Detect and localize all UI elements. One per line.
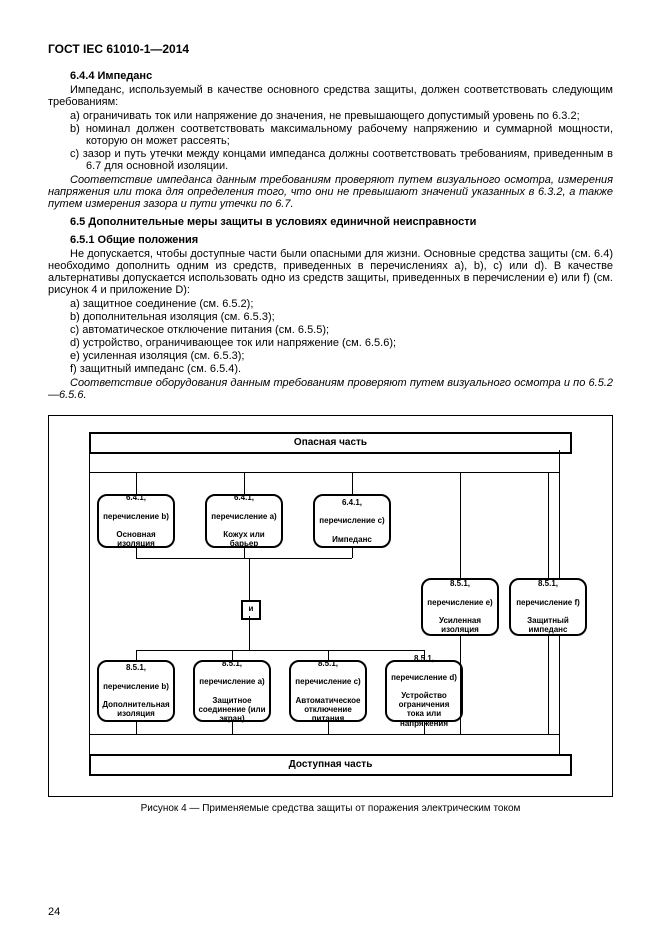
figure-4-diagram: Опасная часть Доступная часть 6.4.1,перечи… [59, 432, 602, 778]
list-item-b: b) номинал должен соответствовать максим… [48, 123, 613, 147]
connector-line [328, 722, 329, 734]
list-item-b: b) дополнительная изоляция (см. 6.5.3); [48, 311, 613, 323]
connector-line [136, 722, 137, 734]
row2-node: 8.5.1,перечисление e)Усиленная изоляция [421, 578, 499, 636]
row1-node: 6.4.1,перечисление a)Кожух или барьер [205, 494, 283, 548]
row3-node: 8.5.1,перечисление c)Автоматическое откл… [289, 660, 367, 722]
row1-node: 6.4.1,перечисление b)Основная изоляция [97, 494, 175, 548]
accessible-band: Доступная часть [89, 754, 572, 776]
row3-node: 8.5.1,перечисление a)Защитное соединение… [193, 660, 271, 722]
connector-line [548, 472, 549, 578]
connector-line [249, 558, 250, 600]
row1-node: 6.4.1,перечисление c)Импеданс [313, 494, 391, 548]
section-6-5-title: 6.5 Дополнительные меры защиты в условия… [48, 216, 613, 228]
conformance-note: Соответствие оборудования данным требова… [48, 377, 613, 401]
connector-line [460, 472, 461, 578]
list-item-a: a) защитное соединение (см. 6.5.2); [48, 298, 613, 310]
connector-line [89, 450, 90, 754]
list-item-a: a) ограничивать ток или напряжение до зн… [48, 110, 613, 122]
connector-line [548, 636, 549, 734]
page-number: 24 [48, 906, 60, 918]
connector-line [249, 616, 250, 650]
connector-line [89, 734, 559, 735]
connector-line [136, 472, 137, 494]
paragraph: Импеданс, используемый в качестве основн… [48, 84, 613, 108]
row2-node: 8.5.1,перечисление f)Защитный импеданс [509, 578, 587, 636]
figure-4-frame: Опасная часть Доступная часть 6.4.1,перечи… [48, 415, 613, 797]
connector-line [424, 722, 425, 734]
list-item-c: c) зазор и путь утечки между концами имп… [48, 148, 613, 172]
connector-line [460, 636, 461, 734]
row3-node: 8.5.1,перечисление b)Дополнительная изол… [97, 660, 175, 722]
conformance-note: Соответствие импеданса данным требования… [48, 174, 613, 210]
section-6-4-4-title: 6.4.4 Импеданс [48, 70, 613, 82]
connector-line [352, 472, 353, 494]
connector-line [244, 548, 245, 558]
connector-line [136, 650, 424, 651]
connector-line [89, 472, 559, 473]
figure-caption: Рисунок 4 — Применяемые средства защиты … [48, 803, 613, 814]
list-item-e: e) усиленная изоляция (см. 6.5.3); [48, 350, 613, 362]
document-header: ГОСТ IEC 61010-1—2014 [48, 42, 613, 56]
connector-line [244, 472, 245, 494]
list-item-c: c) автоматическое отключение питания (см… [48, 324, 613, 336]
row3-node: 8.5.1,перечисление d)Устройство ограниче… [385, 660, 463, 722]
hazard-band: Опасная часть [89, 432, 572, 454]
list-item-f: f) защитный импеданс (см. 6.5.4). [48, 363, 613, 375]
section-6-5-1-title: 6.5.1 Общие положения [48, 234, 613, 246]
connector-line [232, 722, 233, 734]
connector-line [136, 650, 137, 660]
paragraph: Не допускается, чтобы доступные части бы… [48, 248, 613, 296]
connector-line [352, 548, 353, 558]
list-item-d: d) устройство, ограничивающее ток или на… [48, 337, 613, 349]
connector-line [136, 548, 137, 558]
and-node: и [241, 600, 261, 620]
connector-line [136, 558, 352, 559]
